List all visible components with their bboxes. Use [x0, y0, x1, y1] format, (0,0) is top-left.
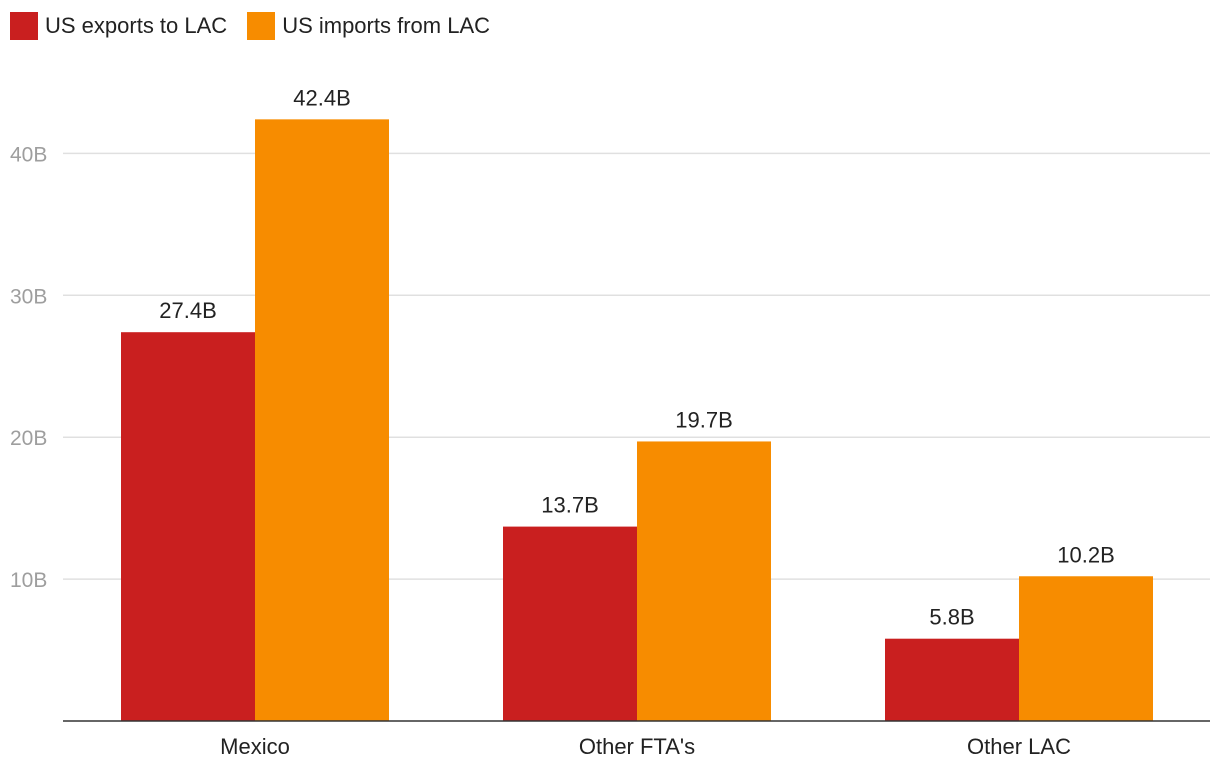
- x-category-label: Other LAC: [967, 734, 1071, 759]
- x-category-label: Mexico: [220, 734, 290, 759]
- y-tick-label: 30B: [10, 285, 47, 308]
- data-label: 19.7B: [675, 407, 733, 432]
- x-category-label: Other FTA's: [579, 734, 695, 759]
- legend-item-imports[interactable]: US imports from LAC: [247, 12, 490, 40]
- data-label: 42.4B: [293, 85, 351, 110]
- data-label: 5.8B: [929, 605, 974, 630]
- data-labels: 27.4B 42.4B 13.7B 19.7B 5.8B 10.2B: [159, 85, 1115, 629]
- legend-label-imports: US imports from LAC: [282, 13, 491, 38]
- bars: [121, 119, 1153, 722]
- bar-imports-2[interactable]: [1019, 576, 1153, 721]
- bar-exports-0[interactable]: [121, 332, 255, 721]
- bar-imports-0[interactable]: [255, 119, 389, 722]
- y-axis-ticks: 10B 20B 30B 40B: [10, 143, 47, 592]
- legend: US exports to LAC US imports from LAC: [10, 10, 490, 42]
- bar-exports-2[interactable]: [885, 638, 1019, 721]
- legend-item-exports[interactable]: US exports to LAC: [10, 12, 227, 40]
- data-label: 27.4B: [159, 298, 217, 323]
- y-tick-label: 20B: [10, 427, 47, 450]
- legend-swatch-exports: [10, 12, 38, 40]
- data-label: 13.7B: [541, 493, 599, 518]
- legend-swatch-imports: [247, 12, 276, 40]
- bar-imports-1[interactable]: [637, 441, 771, 721]
- x-axis-categories: Mexico Other FTA's Other LAC: [220, 734, 1071, 759]
- data-label: 10.2B: [1057, 542, 1115, 567]
- y-tick-label: 40B: [10, 143, 47, 166]
- legend-label-exports: US exports to LAC: [45, 13, 228, 38]
- y-tick-label: 10B: [10, 569, 47, 592]
- bar-exports-1[interactable]: [503, 526, 637, 721]
